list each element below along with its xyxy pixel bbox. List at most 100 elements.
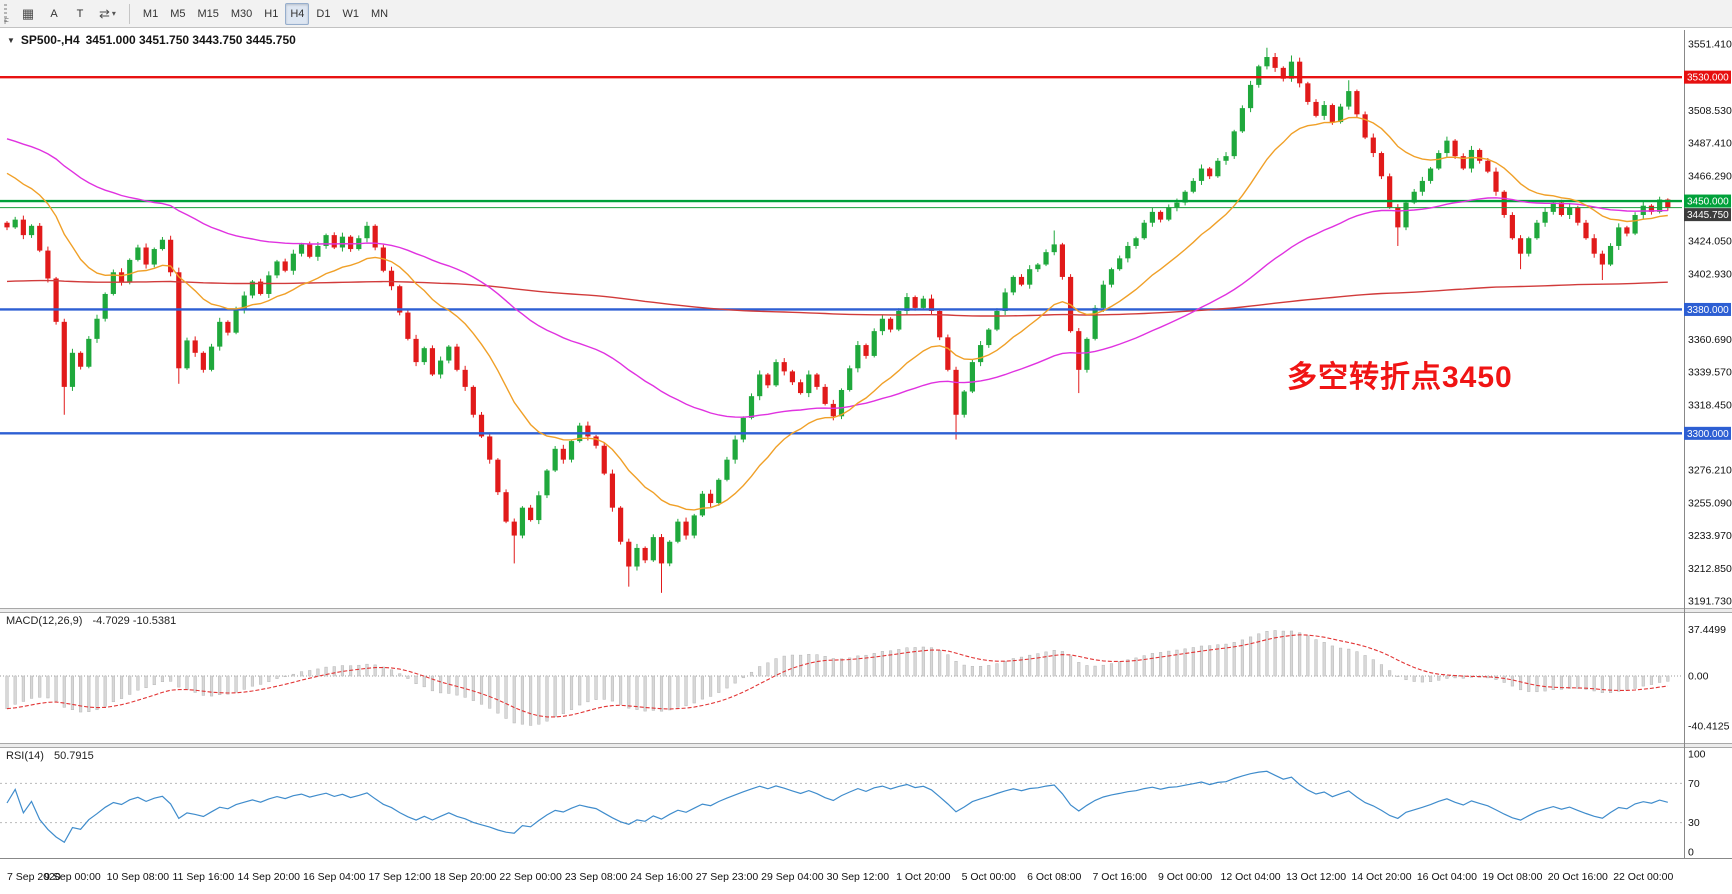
dropdown-caret-icon: ▾ xyxy=(111,9,116,18)
svg-text:14 Sep 20:00: 14 Sep 20:00 xyxy=(238,871,301,883)
macd-indicator-label: MACD(12,26,9) -4.7029 -10.5381 xyxy=(6,615,176,627)
macd-name: MACD(12,26,9) xyxy=(6,615,83,627)
svg-text:3255.090: 3255.090 xyxy=(1688,497,1732,509)
horizontal-level-lines[interactable] xyxy=(0,75,1682,435)
toolbar-separator xyxy=(128,3,130,24)
svg-text:3445.750: 3445.750 xyxy=(1687,210,1729,221)
timeframe-button-M5[interactable]: M5 xyxy=(170,7,186,20)
price-line-badge xyxy=(1684,426,1731,440)
svg-text:3360.690: 3360.690 xyxy=(1688,334,1732,346)
macd-panel xyxy=(0,630,1682,726)
price-line-badge xyxy=(1684,302,1731,316)
svg-text:-40.4125: -40.4125 xyxy=(1688,721,1730,733)
ma_slow-line xyxy=(6,138,1668,418)
timeframe-button-W1[interactable]: W1 xyxy=(342,7,359,20)
rsi-line xyxy=(6,770,1668,844)
rsi-indicator-label: RSI(14) 50.7915 xyxy=(6,750,94,762)
svg-text:30 Sep 12:00: 30 Sep 12:00 xyxy=(827,871,890,883)
svg-text:14 Oct 20:00: 14 Oct 20:00 xyxy=(1351,871,1411,883)
timeframe-button-M15[interactable]: M15 xyxy=(197,7,219,20)
svg-text:3212.850: 3212.850 xyxy=(1688,563,1732,575)
ma_long-line xyxy=(6,279,1668,317)
toolbar-overflow-label: F xyxy=(4,17,9,26)
price-line-badges: 3530.000 3450.000 3445.750 3380.000 3300.000 xyxy=(1684,70,1731,440)
rsi-value: 50.7915 xyxy=(53,750,94,762)
cursor-button[interactable]: A xyxy=(50,7,58,20)
svg-text:100: 100 xyxy=(1688,749,1706,761)
price-line-badge xyxy=(1684,194,1731,208)
svg-text:5 Oct 00:00: 5 Oct 00:00 xyxy=(962,871,1016,883)
svg-text:16 Oct 04:00: 16 Oct 04:00 xyxy=(1417,871,1477,883)
svg-text:37.4499: 37.4499 xyxy=(1688,624,1726,636)
timeframe-button-H4[interactable]: H4 xyxy=(285,2,310,25)
tool-button-group: ▦ A T ⇄ ▾ xyxy=(16,3,121,25)
svg-text:70: 70 xyxy=(1688,778,1700,790)
price-axis: 3551.410 3508.530 3487.410 3466.290 3424.050… xyxy=(1688,39,1732,608)
cycle-button[interactable]: ⇄ ▾ xyxy=(99,5,116,21)
timeframe-button-M1[interactable]: M1 xyxy=(142,7,159,20)
chart-symbol-label: SP500-,H4 xyxy=(20,33,80,47)
chart-header: ▼ SP500-,H4 3451.000 3451.750 3443.750 3… xyxy=(7,33,296,47)
svg-text:3339.570: 3339.570 xyxy=(1688,367,1732,379)
rsi-name: RSI(14) xyxy=(6,750,44,762)
svg-text:7 Sep 2020: 7 Sep 2020 xyxy=(7,871,61,883)
svg-text:7 Oct 16:00: 7 Oct 16:00 xyxy=(1093,871,1147,883)
svg-text:27 Sep 23:00: 27 Sep 23:00 xyxy=(696,871,759,883)
svg-text:1 Oct 20:00: 1 Oct 20:00 xyxy=(896,871,950,883)
price-line-badge xyxy=(1684,208,1731,222)
macd-values: -4.7029 -10.5381 xyxy=(92,615,177,627)
chart-ohlc-values: 3451.000 3451.750 3443.750 3445.750 xyxy=(85,33,296,47)
svg-text:19 Oct 08:00: 19 Oct 08:00 xyxy=(1482,871,1542,883)
timeframe-button-MN[interactable]: MN xyxy=(370,7,389,20)
svg-text:16 Sep 04:00: 16 Sep 04:00 xyxy=(303,871,366,883)
svg-text:3508.530: 3508.530 xyxy=(1688,105,1732,117)
moving-averages xyxy=(6,116,1668,511)
collapse-chart-icon[interactable]: ▼ xyxy=(7,35,15,45)
svg-text:23 Sep 08:00: 23 Sep 08:00 xyxy=(565,871,628,883)
toolbar: F ▦ A T ⇄ ▾ M1 M5 M15 M30 H1 H4 D1 W1 MN xyxy=(0,0,1732,28)
chart-annotation[interactable]: 多空转折点3450 xyxy=(1287,361,1513,394)
svg-text:12 Oct 04:00: 12 Oct 04:00 xyxy=(1221,871,1281,883)
svg-text:3402.930: 3402.930 xyxy=(1688,268,1732,280)
chart-window-button[interactable]: ▦ xyxy=(21,5,35,21)
svg-text:18 Sep 20:00: 18 Sep 20:00 xyxy=(434,871,497,883)
svg-text:3424.050: 3424.050 xyxy=(1688,236,1732,248)
ma_fast-line xyxy=(6,116,1668,511)
toolbar-grip[interactable] xyxy=(4,4,7,23)
svg-text:17 Sep 12:00: 17 Sep 12:00 xyxy=(368,871,431,883)
svg-text:3380.000: 3380.000 xyxy=(1687,305,1729,316)
svg-text:3276.210: 3276.210 xyxy=(1688,465,1732,477)
svg-text:11 Sep 16:00: 11 Sep 16:00 xyxy=(173,871,235,883)
candlesticks xyxy=(4,47,1671,593)
svg-text:9 Oct 00:00: 9 Oct 00:00 xyxy=(1158,871,1212,883)
svg-text:3450.000: 3450.000 xyxy=(1687,197,1729,208)
svg-text:30: 30 xyxy=(1688,817,1700,829)
svg-text:24 Sep 16:00: 24 Sep 16:00 xyxy=(630,871,693,883)
rsi-panel xyxy=(0,770,1682,844)
svg-text:3300.000: 3300.000 xyxy=(1687,429,1729,440)
timeframe-button-D1[interactable]: D1 xyxy=(316,7,331,20)
svg-text:13 Oct 12:00: 13 Oct 12:00 xyxy=(1286,871,1346,883)
svg-text:6 Oct 08:00: 6 Oct 08:00 xyxy=(1027,871,1081,883)
timeframe-button-H1[interactable]: H1 xyxy=(264,7,279,20)
svg-text:10 Sep 08:00: 10 Sep 08:00 xyxy=(107,871,170,883)
svg-text:0: 0 xyxy=(1688,847,1694,859)
svg-text:9 Sep 00:00: 9 Sep 00:00 xyxy=(44,871,101,883)
text-button[interactable]: T xyxy=(76,7,84,20)
svg-text:3233.970: 3233.970 xyxy=(1688,530,1732,542)
macd-signal-line xyxy=(6,634,1668,718)
svg-text:3191.730: 3191.730 xyxy=(1688,596,1732,608)
price-line-badge xyxy=(1684,70,1731,84)
svg-text:3530.000: 3530.000 xyxy=(1687,73,1729,84)
svg-text:22 Sep 00:00: 22 Sep 00:00 xyxy=(499,871,562,883)
svg-text:3487.410: 3487.410 xyxy=(1688,138,1732,150)
timeframe-button-M30[interactable]: M30 xyxy=(230,7,253,20)
svg-text:3318.450: 3318.450 xyxy=(1688,399,1732,411)
svg-text:0.00: 0.00 xyxy=(1688,671,1709,683)
panel-separators[interactable] xyxy=(0,30,1732,859)
rsi-axis: 100 70 30 0 xyxy=(1688,749,1706,859)
timeframe-button-group: M1 M5 M15 M30 H1 H4 D1 W1 MN xyxy=(138,2,393,25)
svg-text:3466.290: 3466.290 xyxy=(1688,170,1732,182)
